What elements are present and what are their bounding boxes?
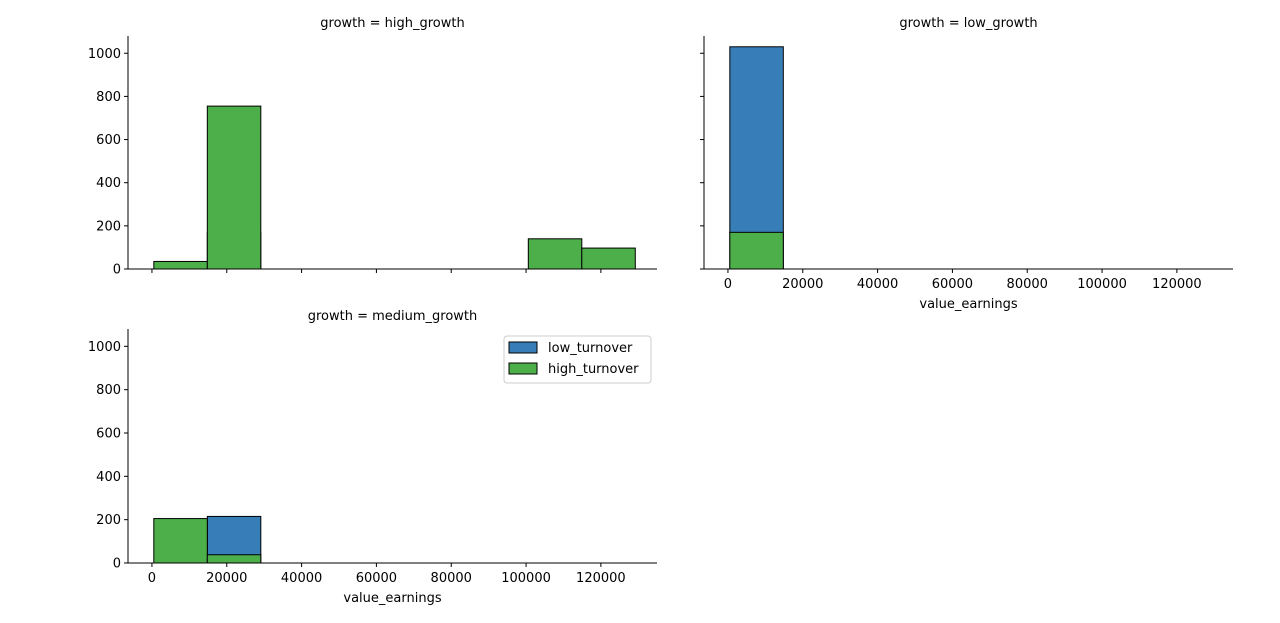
y-tick-label: 800 — [96, 90, 121, 105]
bar-high-turnover — [581, 247, 636, 270]
legend-box — [503, 335, 652, 384]
x-tick-label: 60000 — [356, 571, 397, 586]
legend: low_turnover high_turnover — [503, 335, 652, 384]
bar-high-turnover — [153, 518, 208, 564]
y-tick-label: 600 — [96, 427, 121, 442]
panel-title: growth = high_growth — [320, 16, 464, 31]
x-tick-label: 120000 — [576, 571, 626, 586]
x-tick-label: 80000 — [1007, 277, 1048, 292]
panel-title: growth = low_growth — [899, 16, 1037, 31]
x-tick-label: 80000 — [431, 571, 472, 586]
panel-low-growth: growth = low_growth 0 20000 40000 60000 80000… — [700, 16, 1233, 312]
y-tick-label: 1000 — [88, 47, 121, 62]
x-tick-label: 100000 — [501, 571, 551, 586]
legend-swatch-low-turnover — [508, 341, 538, 354]
x-tick-label: 100000 — [1077, 277, 1127, 292]
x-tick-label: 20000 — [206, 571, 247, 586]
bar-high-turnover — [206, 105, 262, 270]
y-tick-label: 600 — [96, 133, 121, 148]
x-tick-label: 40000 — [281, 571, 322, 586]
y-tick-label: 0 — [113, 557, 121, 572]
y-tick-label: 0 — [113, 263, 121, 278]
y-tick-label: 200 — [96, 219, 121, 234]
bar-high-turnover — [153, 260, 208, 270]
x-axis-label: value_earnings — [343, 591, 441, 606]
x-tick-label: 0 — [724, 277, 732, 292]
bar-high-turnover — [729, 231, 784, 270]
y-tick-label: 1000 — [88, 340, 121, 355]
y-tick-label: 800 — [96, 383, 121, 398]
legend-label: high_turnover — [548, 362, 639, 377]
panel-title: growth = medium_growth — [308, 309, 478, 324]
x-tick-label: 40000 — [857, 277, 898, 292]
bar-high-turnover — [206, 554, 262, 564]
y-tick-label: 400 — [96, 470, 121, 485]
y-tick-label: 400 — [96, 176, 121, 191]
x-tick-label: 120000 — [1152, 277, 1202, 292]
legend-label: low_turnover — [548, 341, 633, 356]
x-tick-label: 20000 — [782, 277, 823, 292]
panel-medium-growth: growth = medium_growth020040060080010000… — [88, 309, 657, 606]
x-tick-label: 0 — [148, 571, 156, 586]
bar-high-turnover — [527, 238, 583, 270]
panel-high-growth: growth = high_growth 0 200 400 600 800 1000 — [88, 16, 657, 278]
x-axis-label: value_earnings — [919, 297, 1017, 312]
y-tick-label: 200 — [96, 513, 121, 528]
legend-swatch-high-turnover — [508, 362, 538, 375]
x-tick-label: 60000 — [932, 277, 973, 292]
